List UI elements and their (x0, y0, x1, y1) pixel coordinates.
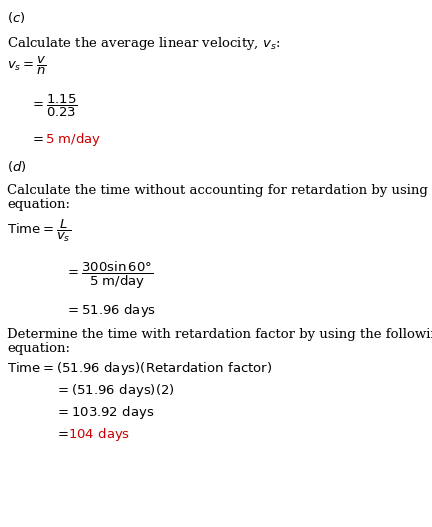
Text: $\mathrm{Time} = \dfrac{L}{v_s}$: $\mathrm{Time} = \dfrac{L}{v_s}$ (7, 218, 71, 244)
Text: $= 103.92\ \mathrm{days}$: $= 103.92\ \mathrm{days}$ (55, 404, 154, 421)
Text: $= (51.96\ \mathrm{days})(2)$: $= (51.96\ \mathrm{days})(2)$ (55, 382, 175, 399)
Text: $5\ \mathrm{m/day}$: $5\ \mathrm{m/day}$ (45, 131, 101, 148)
Text: $(c)$: $(c)$ (7, 10, 25, 25)
Text: Determine the time with retardation factor by using the following: Determine the time with retardation fact… (7, 328, 432, 341)
Text: $= \dfrac{300\sin 60°}{5\ \mathrm{m/day}}$: $= \dfrac{300\sin 60°}{5\ \mathrm{m/day}… (65, 260, 153, 291)
Text: $=$: $=$ (55, 426, 69, 439)
Text: $\mathrm{Time} = (51.96\ \mathrm{days})(\mathrm{Retardation\ factor})$: $\mathrm{Time} = (51.96\ \mathrm{days})(… (7, 360, 272, 377)
Text: $(d)$: $(d)$ (7, 159, 27, 174)
Text: Calculate the time without accounting for retardation by using the: Calculate the time without accounting fo… (7, 184, 432, 197)
Text: $v_s = \dfrac{v}{n}$: $v_s = \dfrac{v}{n}$ (7, 55, 47, 77)
Text: equation:: equation: (7, 342, 70, 355)
Text: $=$: $=$ (30, 131, 44, 144)
Text: $= 51.96\ \mathrm{days}$: $= 51.96\ \mathrm{days}$ (65, 302, 156, 319)
Text: Calculate the average linear velocity, $\mathit{v_s}$:: Calculate the average linear velocity, $… (7, 35, 280, 52)
Text: $= \dfrac{1.15}{0.23}$: $= \dfrac{1.15}{0.23}$ (30, 93, 78, 119)
Text: equation:: equation: (7, 198, 70, 211)
Text: $104\ \mathrm{days}$: $104\ \mathrm{days}$ (68, 426, 130, 443)
